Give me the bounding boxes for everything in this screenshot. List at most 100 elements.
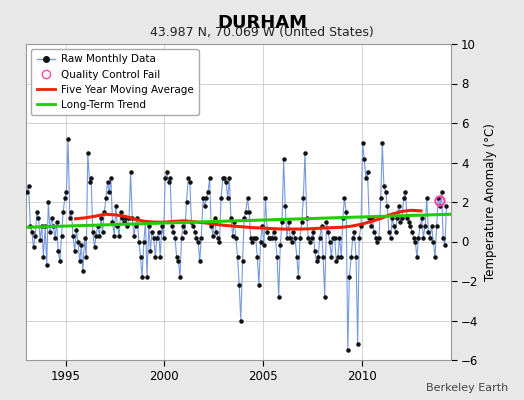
Point: [275, 294, 283, 300]
Point: [286, 234, 294, 241]
Point: [162, 169, 171, 176]
Point: [436, 203, 444, 209]
Point: [233, 254, 242, 260]
Point: [424, 228, 432, 235]
Point: [429, 238, 438, 245]
Point: [372, 234, 380, 241]
Point: [102, 195, 110, 201]
Point: [311, 248, 319, 254]
Point: [152, 234, 161, 241]
Point: [214, 234, 222, 241]
Point: [184, 175, 192, 182]
Point: [428, 222, 436, 229]
Point: [325, 238, 334, 245]
Point: [204, 189, 212, 195]
Point: [110, 232, 118, 239]
Point: [199, 195, 208, 201]
Point: [210, 214, 219, 221]
Point: [168, 222, 176, 229]
Point: [95, 232, 104, 239]
Point: [345, 274, 354, 280]
Point: [105, 189, 114, 195]
Point: [166, 175, 174, 182]
Point: [389, 222, 398, 229]
Point: [108, 218, 117, 225]
Point: [377, 195, 385, 201]
Point: [293, 254, 301, 260]
Point: [291, 234, 299, 241]
Point: [75, 258, 84, 264]
Point: [44, 199, 52, 205]
Point: [225, 175, 234, 182]
Point: [378, 140, 387, 146]
Point: [304, 234, 312, 241]
Point: [235, 282, 244, 288]
Point: [143, 274, 151, 280]
Point: [230, 218, 238, 225]
Point: [189, 222, 198, 229]
Point: [123, 222, 132, 229]
Point: [413, 254, 421, 260]
Point: [219, 175, 227, 182]
Point: [335, 234, 344, 241]
Point: [436, 198, 444, 204]
Point: [228, 232, 237, 239]
Point: [49, 222, 58, 229]
Point: [38, 222, 46, 229]
Point: [118, 214, 126, 221]
Point: [352, 254, 361, 260]
Point: [232, 234, 240, 241]
Point: [217, 195, 225, 201]
Point: [298, 218, 306, 225]
Point: [93, 222, 102, 229]
Point: [253, 254, 261, 260]
Point: [171, 234, 179, 241]
Point: [29, 244, 38, 251]
Point: [136, 254, 145, 260]
Point: [165, 179, 173, 186]
Point: [197, 234, 205, 241]
Point: [301, 150, 309, 156]
Point: [334, 254, 342, 260]
Point: [281, 203, 289, 209]
Point: [54, 248, 62, 254]
Point: [158, 222, 166, 229]
Point: [185, 179, 194, 186]
Point: [237, 317, 245, 324]
Point: [97, 214, 105, 221]
Point: [330, 234, 339, 241]
Point: [347, 254, 355, 260]
Point: [340, 195, 348, 201]
Point: [314, 254, 322, 260]
Point: [90, 244, 99, 251]
Point: [329, 234, 337, 241]
Point: [169, 228, 178, 235]
Point: [273, 254, 281, 260]
Point: [375, 234, 383, 241]
Point: [155, 228, 163, 235]
Point: [240, 214, 248, 221]
Point: [414, 234, 423, 241]
Point: [339, 214, 347, 221]
Point: [112, 203, 120, 209]
Point: [46, 228, 54, 235]
Point: [87, 175, 95, 182]
Point: [172, 254, 181, 260]
Point: [85, 179, 94, 186]
Point: [285, 218, 293, 225]
Point: [409, 234, 418, 241]
Point: [299, 195, 308, 201]
Point: [156, 254, 165, 260]
Point: [278, 218, 286, 225]
Point: [302, 214, 311, 221]
Point: [367, 222, 375, 229]
Point: [355, 234, 364, 241]
Point: [393, 214, 401, 221]
Point: [126, 169, 135, 176]
Point: [224, 195, 232, 201]
Point: [179, 222, 188, 229]
Point: [59, 209, 67, 215]
Point: [222, 179, 230, 186]
Point: [381, 189, 390, 195]
Point: [205, 175, 214, 182]
